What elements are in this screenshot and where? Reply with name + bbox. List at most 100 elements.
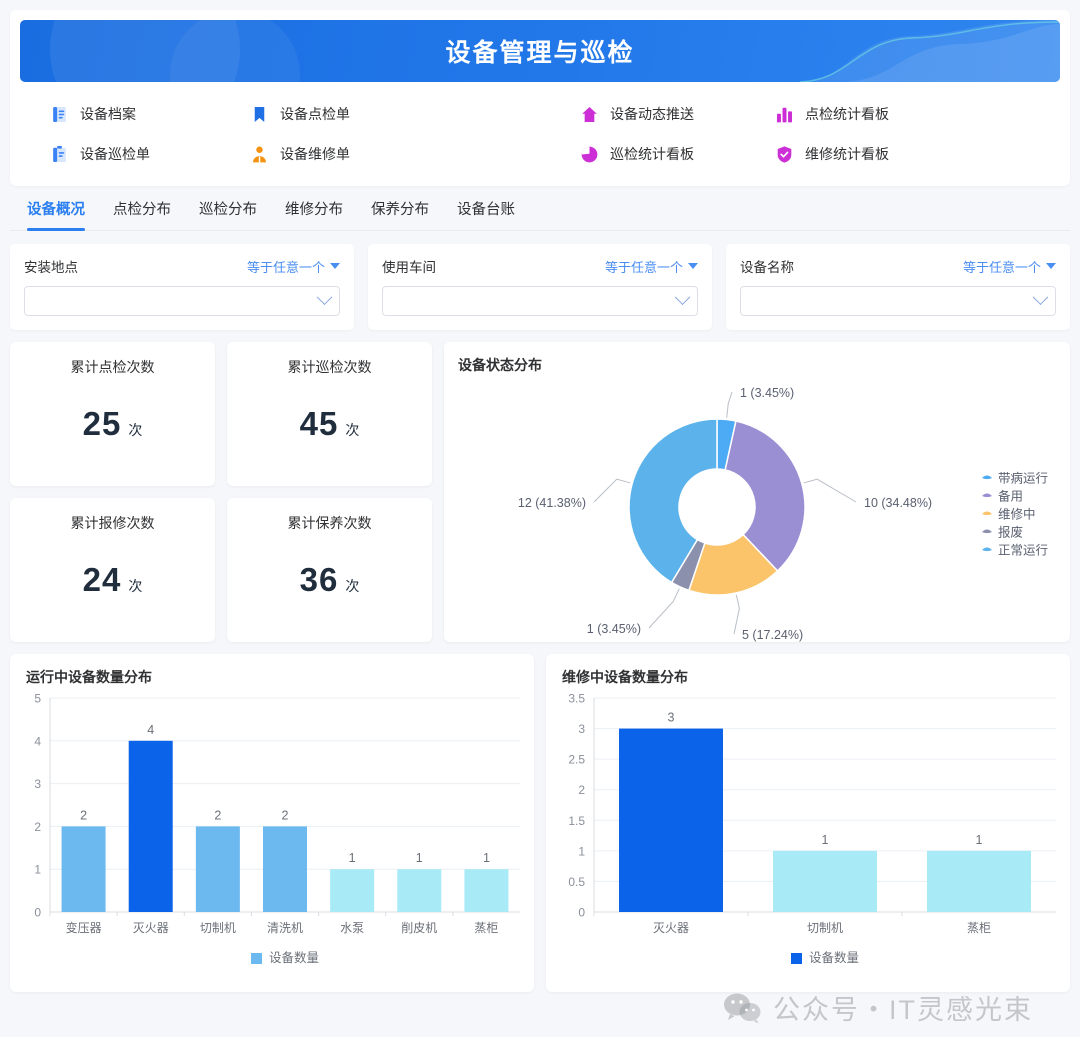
donut-slice-label: 1 (3.45%): [740, 386, 794, 400]
y-axis-tick: 0: [34, 906, 41, 920]
filter-header: 设备名称 等于任意一个: [740, 256, 1056, 276]
legend-label: 报废: [998, 525, 1023, 540]
stat-card-repair-count: 累计报修次数 24 次: [10, 498, 215, 642]
header-panel: 设备管理与巡检 设备档案 设备点检单: [10, 10, 1070, 186]
x-axis-label: 蒸柜: [967, 921, 991, 935]
quick-link-check-dashboard[interactable]: 点检统计看板: [775, 104, 1034, 124]
filter-install-location: 安装地点 等于任意一个: [10, 244, 354, 330]
filter-value-select[interactable]: [740, 286, 1056, 316]
filter-device-name: 设备名称 等于任意一个: [726, 244, 1070, 330]
bar[interactable]: [128, 740, 173, 912]
y-axis-tick: 3: [578, 722, 585, 736]
tab-check-distribution[interactable]: 点检分布: [113, 202, 171, 218]
watermark: 公众号・IT灵感光束: [723, 988, 1033, 1027]
quick-links-grid: 设备档案 设备点检单 设备动态推送 点检统计: [20, 82, 1060, 168]
stat-card-check-count: 累计点检次数 25 次: [10, 342, 215, 486]
bar[interactable]: [927, 850, 1031, 912]
filter-value-select[interactable]: [24, 286, 340, 316]
y-axis-tick: 5: [34, 692, 41, 706]
quick-link-inspection-dashboard[interactable]: 巡检统计看板: [580, 144, 775, 164]
donut-slice[interactable]: [628, 418, 718, 584]
legend-swatch: [791, 953, 802, 964]
tab-device-ledger[interactable]: 设备台账: [457, 202, 515, 218]
legend-label: 设备数量: [269, 950, 319, 965]
x-axis-label: 削皮机: [401, 921, 437, 935]
donut-legend-item[interactable]: 正常运行: [982, 544, 1048, 558]
quick-link-label: 设备点检单: [280, 106, 350, 122]
y-axis-tick: 1.5: [568, 814, 585, 828]
filter-label: 使用车间: [382, 260, 436, 275]
y-axis-tick: 0.5: [568, 875, 585, 889]
bar[interactable]: [397, 869, 442, 912]
donut-leader-line: [648, 588, 680, 629]
legend-label: 带病运行: [998, 471, 1048, 486]
quick-link-label: 巡检统计看板: [610, 146, 694, 162]
repair-device-bar-chart: 0 0.5 1 1.5 2 2.5 3 3.5 3 灭火器 1 切制机 1 蒸柜 设备数量: [546, 680, 1070, 990]
y-axis-tick: 3: [34, 777, 41, 791]
bar[interactable]: [773, 850, 877, 912]
bar-charts-section: 运行中设备数量分布 0 1 2 3 4 5 2 变压器 4 灭火器 2 切制机 2 清洗机 1 水泵 1 削皮机 1…: [10, 654, 1070, 992]
tab-maintenance-distribution[interactable]: 保养分布: [371, 202, 429, 218]
quick-link-repair-dashboard[interactable]: 维修统计看板: [775, 144, 1034, 164]
pie-chart-icon: [581, 146, 598, 162]
page-banner: 设备管理与巡检: [20, 20, 1060, 82]
y-axis-tick: 1: [578, 844, 585, 858]
quick-link-label: 设备档案: [80, 106, 136, 122]
quick-link-device-checklist[interactable]: 设备点检单: [250, 104, 580, 124]
bar[interactable]: [61, 826, 106, 912]
donut-chart-svg: 1 (3.45%) 10 (34.48%) 5 (17.24%) 1 (3.45%) 1…: [518, 386, 1048, 642]
filter-label: 设备名称: [740, 260, 794, 275]
bar[interactable]: [263, 826, 307, 912]
bar-value-label: 1: [976, 833, 983, 847]
donut-legend-item[interactable]: 报废: [982, 525, 1023, 540]
stat-unit: 次: [128, 422, 143, 438]
tab-repair-distribution[interactable]: 维修分布: [285, 202, 343, 218]
legend-label: 维修中: [998, 507, 1036, 522]
x-axis-label: 蒸柜: [474, 921, 498, 935]
bar[interactable]: [464, 869, 509, 912]
quick-link-label: 设备巡检单: [80, 146, 150, 162]
legend-label: 设备数量: [809, 950, 859, 965]
bar-chart-icon: [776, 107, 793, 122]
quick-link-repair-sheet[interactable]: 设备维修单: [250, 144, 580, 164]
x-axis-label: 灭火器: [133, 921, 169, 935]
tab-device-overview[interactable]: 设备概况: [27, 198, 85, 231]
filter-operator-label: 等于任意一个: [962, 259, 1041, 275]
chart-legend-item[interactable]: 设备数量: [251, 950, 319, 965]
filter-value-select[interactable]: [382, 286, 698, 316]
donut-legend-item[interactable]: 备用: [982, 490, 1023, 504]
document-icon: [53, 106, 66, 122]
tab-inspection-distribution[interactable]: 巡检分布: [199, 202, 257, 218]
clipboard-icon: [53, 145, 66, 162]
x-axis-label: 切制机: [200, 921, 236, 935]
filter-label: 安装地点: [24, 260, 78, 275]
stat-value: 45: [299, 405, 339, 442]
quick-link-device-archive[interactable]: 设备档案: [50, 104, 250, 124]
tab-bar: 设备概况 点检分布 巡检分布 维修分布 保养分布 设备台账: [10, 186, 1070, 231]
stat-title: 累计报修次数: [70, 515, 155, 531]
bar[interactable]: [195, 826, 240, 912]
quick-link-inspection-sheet[interactable]: 设备巡检单: [50, 144, 250, 164]
donut-slice[interactable]: [724, 420, 806, 572]
quick-link-label: 设备动态推送: [610, 106, 694, 122]
donut-legend-item[interactable]: 维修中: [982, 507, 1036, 522]
filter-header: 安装地点 等于任意一个: [24, 256, 340, 276]
chevron-down-icon: [674, 288, 691, 305]
y-axis-tick: 4: [34, 734, 41, 748]
x-axis-label: 清洗机: [267, 921, 303, 935]
quick-link-device-push[interactable]: 设备动态推送: [580, 104, 775, 124]
filter-operator-select[interactable]: 等于任意一个: [605, 257, 698, 276]
y-axis-tick: 3.5: [568, 692, 585, 706]
stat-unit: 次: [345, 578, 360, 594]
filter-operator-select[interactable]: 等于任意一个: [247, 257, 340, 276]
donut-legend-item[interactable]: 带病运行: [982, 471, 1048, 486]
bar[interactable]: [619, 728, 723, 912]
filter-operator-select[interactable]: 等于任意一个: [963, 257, 1056, 276]
chart-legend-item[interactable]: 设备数量: [791, 950, 859, 965]
legend-label: 正常运行: [998, 544, 1048, 558]
donut-slice-label: 1 (3.45%): [587, 622, 641, 636]
legend-marker: [982, 547, 992, 552]
quick-link-label: 维修统计看板: [805, 146, 889, 162]
bar[interactable]: [330, 869, 375, 912]
filter-bar: 安装地点 等于任意一个 使用车间 等于任意一个: [10, 244, 1070, 330]
